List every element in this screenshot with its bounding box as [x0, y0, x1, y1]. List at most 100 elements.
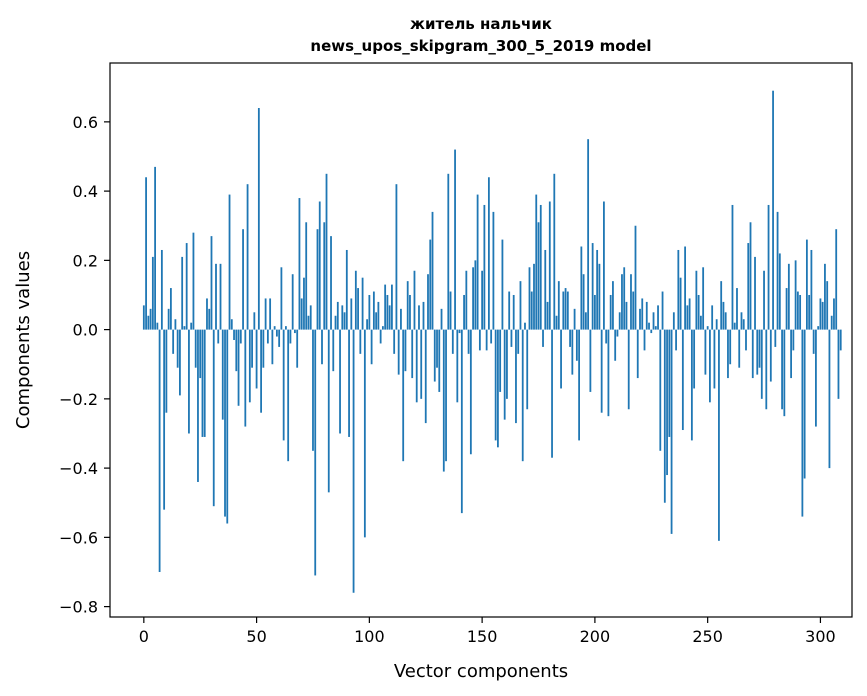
bar	[521, 329, 524, 462]
bar	[503, 329, 506, 420]
y-tick-label: 0.4	[73, 182, 98, 201]
bar	[697, 294, 700, 330]
bar	[224, 329, 226, 517]
bar	[183, 326, 186, 330]
bar	[765, 329, 768, 410]
bar	[742, 319, 745, 330]
bar	[147, 315, 150, 330]
bar	[341, 305, 344, 330]
bar	[474, 260, 477, 330]
bar	[810, 249, 813, 330]
bar	[181, 256, 184, 330]
bar	[314, 329, 317, 576]
bar	[713, 329, 716, 389]
bar	[188, 329, 190, 434]
y-tick-label: −0.4	[59, 459, 98, 478]
bar	[359, 329, 362, 354]
bar	[618, 312, 621, 330]
bar	[395, 184, 398, 330]
bar	[745, 329, 747, 351]
bar	[517, 329, 520, 354]
bar	[348, 329, 350, 437]
bar	[185, 243, 188, 330]
bar	[699, 315, 702, 330]
bar	[409, 294, 411, 330]
bar	[758, 329, 761, 368]
bar	[801, 329, 804, 517]
bar	[751, 329, 754, 379]
bar	[785, 288, 788, 330]
bar	[612, 281, 614, 330]
bar	[264, 298, 267, 330]
bar	[400, 308, 402, 330]
bar	[361, 277, 364, 330]
bar	[772, 90, 774, 330]
bar	[544, 249, 547, 330]
bar	[375, 312, 378, 330]
bar	[296, 329, 299, 368]
bar	[677, 249, 680, 330]
y-axis-ticks: −0.8 −0.6 −0.4 −0.2 0.0 0.2 0.4 0.6	[59, 113, 110, 617]
bar	[201, 329, 204, 437]
bar	[255, 329, 258, 389]
bar	[587, 139, 590, 330]
bar	[447, 173, 450, 330]
bar	[158, 329, 161, 572]
bar	[478, 329, 481, 351]
bar	[763, 270, 765, 330]
bar	[623, 267, 626, 330]
bar	[817, 326, 820, 330]
bar	[537, 222, 540, 330]
bar	[298, 198, 301, 330]
bar	[596, 249, 599, 330]
bar	[445, 329, 447, 462]
bar	[805, 239, 808, 330]
y-tick-label: 0.0	[73, 321, 98, 340]
bar	[515, 329, 517, 424]
bar	[815, 329, 817, 427]
bar	[172, 329, 175, 354]
bar	[354, 270, 357, 330]
bar	[796, 291, 799, 330]
bar	[519, 281, 522, 330]
bar	[666, 329, 668, 476]
bar	[555, 315, 558, 330]
bar	[675, 329, 677, 351]
x-tick-label: 0	[139, 627, 149, 646]
bar	[580, 246, 583, 330]
bar	[830, 315, 833, 330]
bar	[372, 291, 375, 330]
bar	[352, 329, 355, 593]
bar	[273, 326, 276, 330]
bar	[456, 329, 459, 403]
bar	[571, 329, 574, 375]
bar	[578, 329, 580, 441]
bar	[454, 149, 456, 330]
bar	[526, 329, 529, 410]
bar	[736, 288, 738, 330]
bar	[783, 329, 786, 417]
bar	[569, 329, 571, 347]
bar	[316, 229, 319, 330]
chart-title: житель нальчик	[410, 15, 552, 33]
bar	[179, 329, 181, 396]
bar	[233, 329, 235, 340]
bar	[156, 322, 159, 330]
bar	[524, 322, 526, 330]
bar	[433, 329, 436, 382]
bar	[641, 298, 644, 330]
bar	[715, 319, 718, 330]
bar	[388, 305, 391, 330]
bar	[149, 308, 152, 330]
bar	[386, 294, 389, 330]
bar	[451, 329, 454, 354]
bar	[546, 301, 549, 330]
bar	[221, 329, 224, 420]
bar	[210, 236, 213, 330]
bar	[614, 329, 617, 361]
bar	[499, 329, 502, 392]
bar	[720, 281, 723, 330]
bar	[160, 249, 163, 330]
bar	[839, 329, 842, 351]
bar	[645, 301, 648, 330]
